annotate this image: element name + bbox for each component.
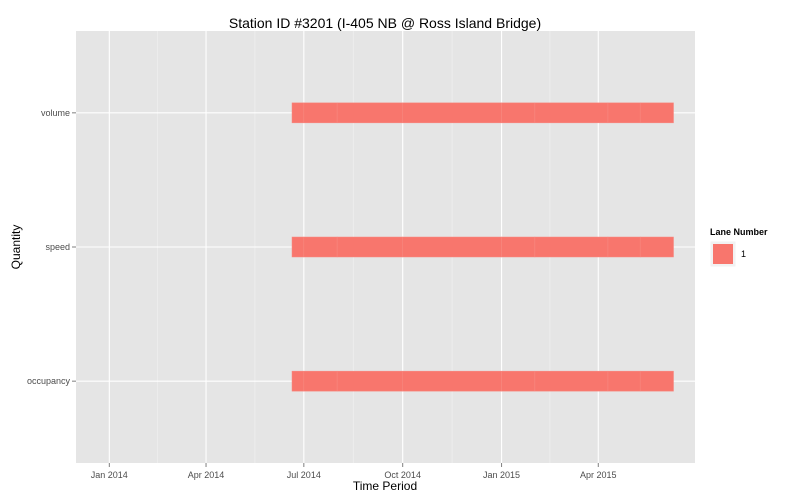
y-tick-label: volume: [41, 108, 70, 118]
x-tick-label: Jan 2014: [91, 470, 128, 480]
x-tick-label: Jan 2015: [483, 470, 520, 480]
bar-segment-speed: [291, 236, 305, 258]
y-tick-label: speed: [45, 242, 70, 252]
x-axis: Jan 2014 Apr 2014 Jul 2014 Oct 2014 Jan 2015…: [91, 463, 617, 480]
bar-segment-volume: [639, 102, 674, 124]
bar-segment-speed: [303, 236, 338, 258]
legend-title: Lane Number: [710, 227, 768, 237]
bar-segment-occupancy: [402, 370, 502, 392]
bar-segment-occupancy: [607, 370, 641, 392]
bar-segment-volume: [336, 102, 403, 124]
x-tick-label: Oct 2014: [384, 470, 421, 480]
x-tick-label: Jul 2014: [287, 470, 321, 480]
legend: Lane Number 1: [709, 227, 768, 268]
bar-segment-volume: [607, 102, 641, 124]
bar-segment-volume: [534, 102, 609, 124]
bar-segment-occupancy: [639, 370, 674, 392]
y-axis: volume speed occupancy: [27, 108, 76, 386]
chart-title: Station ID #3201 (I-405 NB @ Ross Island…: [229, 15, 541, 31]
bar-segment-occupancy: [534, 370, 609, 392]
y-axis-title: Quantity: [9, 225, 23, 270]
bar-segment-speed: [534, 236, 609, 258]
bar-segment-occupancy: [303, 370, 338, 392]
bar-segment-occupancy: [336, 370, 403, 392]
x-tick-label: Apr 2015: [580, 470, 617, 480]
bar-segment-speed: [639, 236, 674, 258]
bar-segment-speed: [607, 236, 641, 258]
bar-segment-speed: [336, 236, 403, 258]
bars-layer: [291, 102, 674, 392]
bar-segment-volume: [402, 102, 502, 124]
bar-segment-volume: [501, 102, 536, 124]
legend-label: 1: [741, 249, 746, 259]
x-axis-title: Time Period: [353, 479, 417, 493]
bar-segment-occupancy: [501, 370, 536, 392]
bar-segment-speed: [501, 236, 536, 258]
x-tick-label: Apr 2014: [188, 470, 225, 480]
bar-segment-occupancy: [291, 370, 305, 392]
bar-segment-volume: [303, 102, 338, 124]
bar-segment-volume: [291, 102, 305, 124]
legend-key-swatch: [713, 244, 733, 264]
y-tick-label: occupancy: [27, 376, 71, 386]
bar-segment-speed: [402, 236, 502, 258]
